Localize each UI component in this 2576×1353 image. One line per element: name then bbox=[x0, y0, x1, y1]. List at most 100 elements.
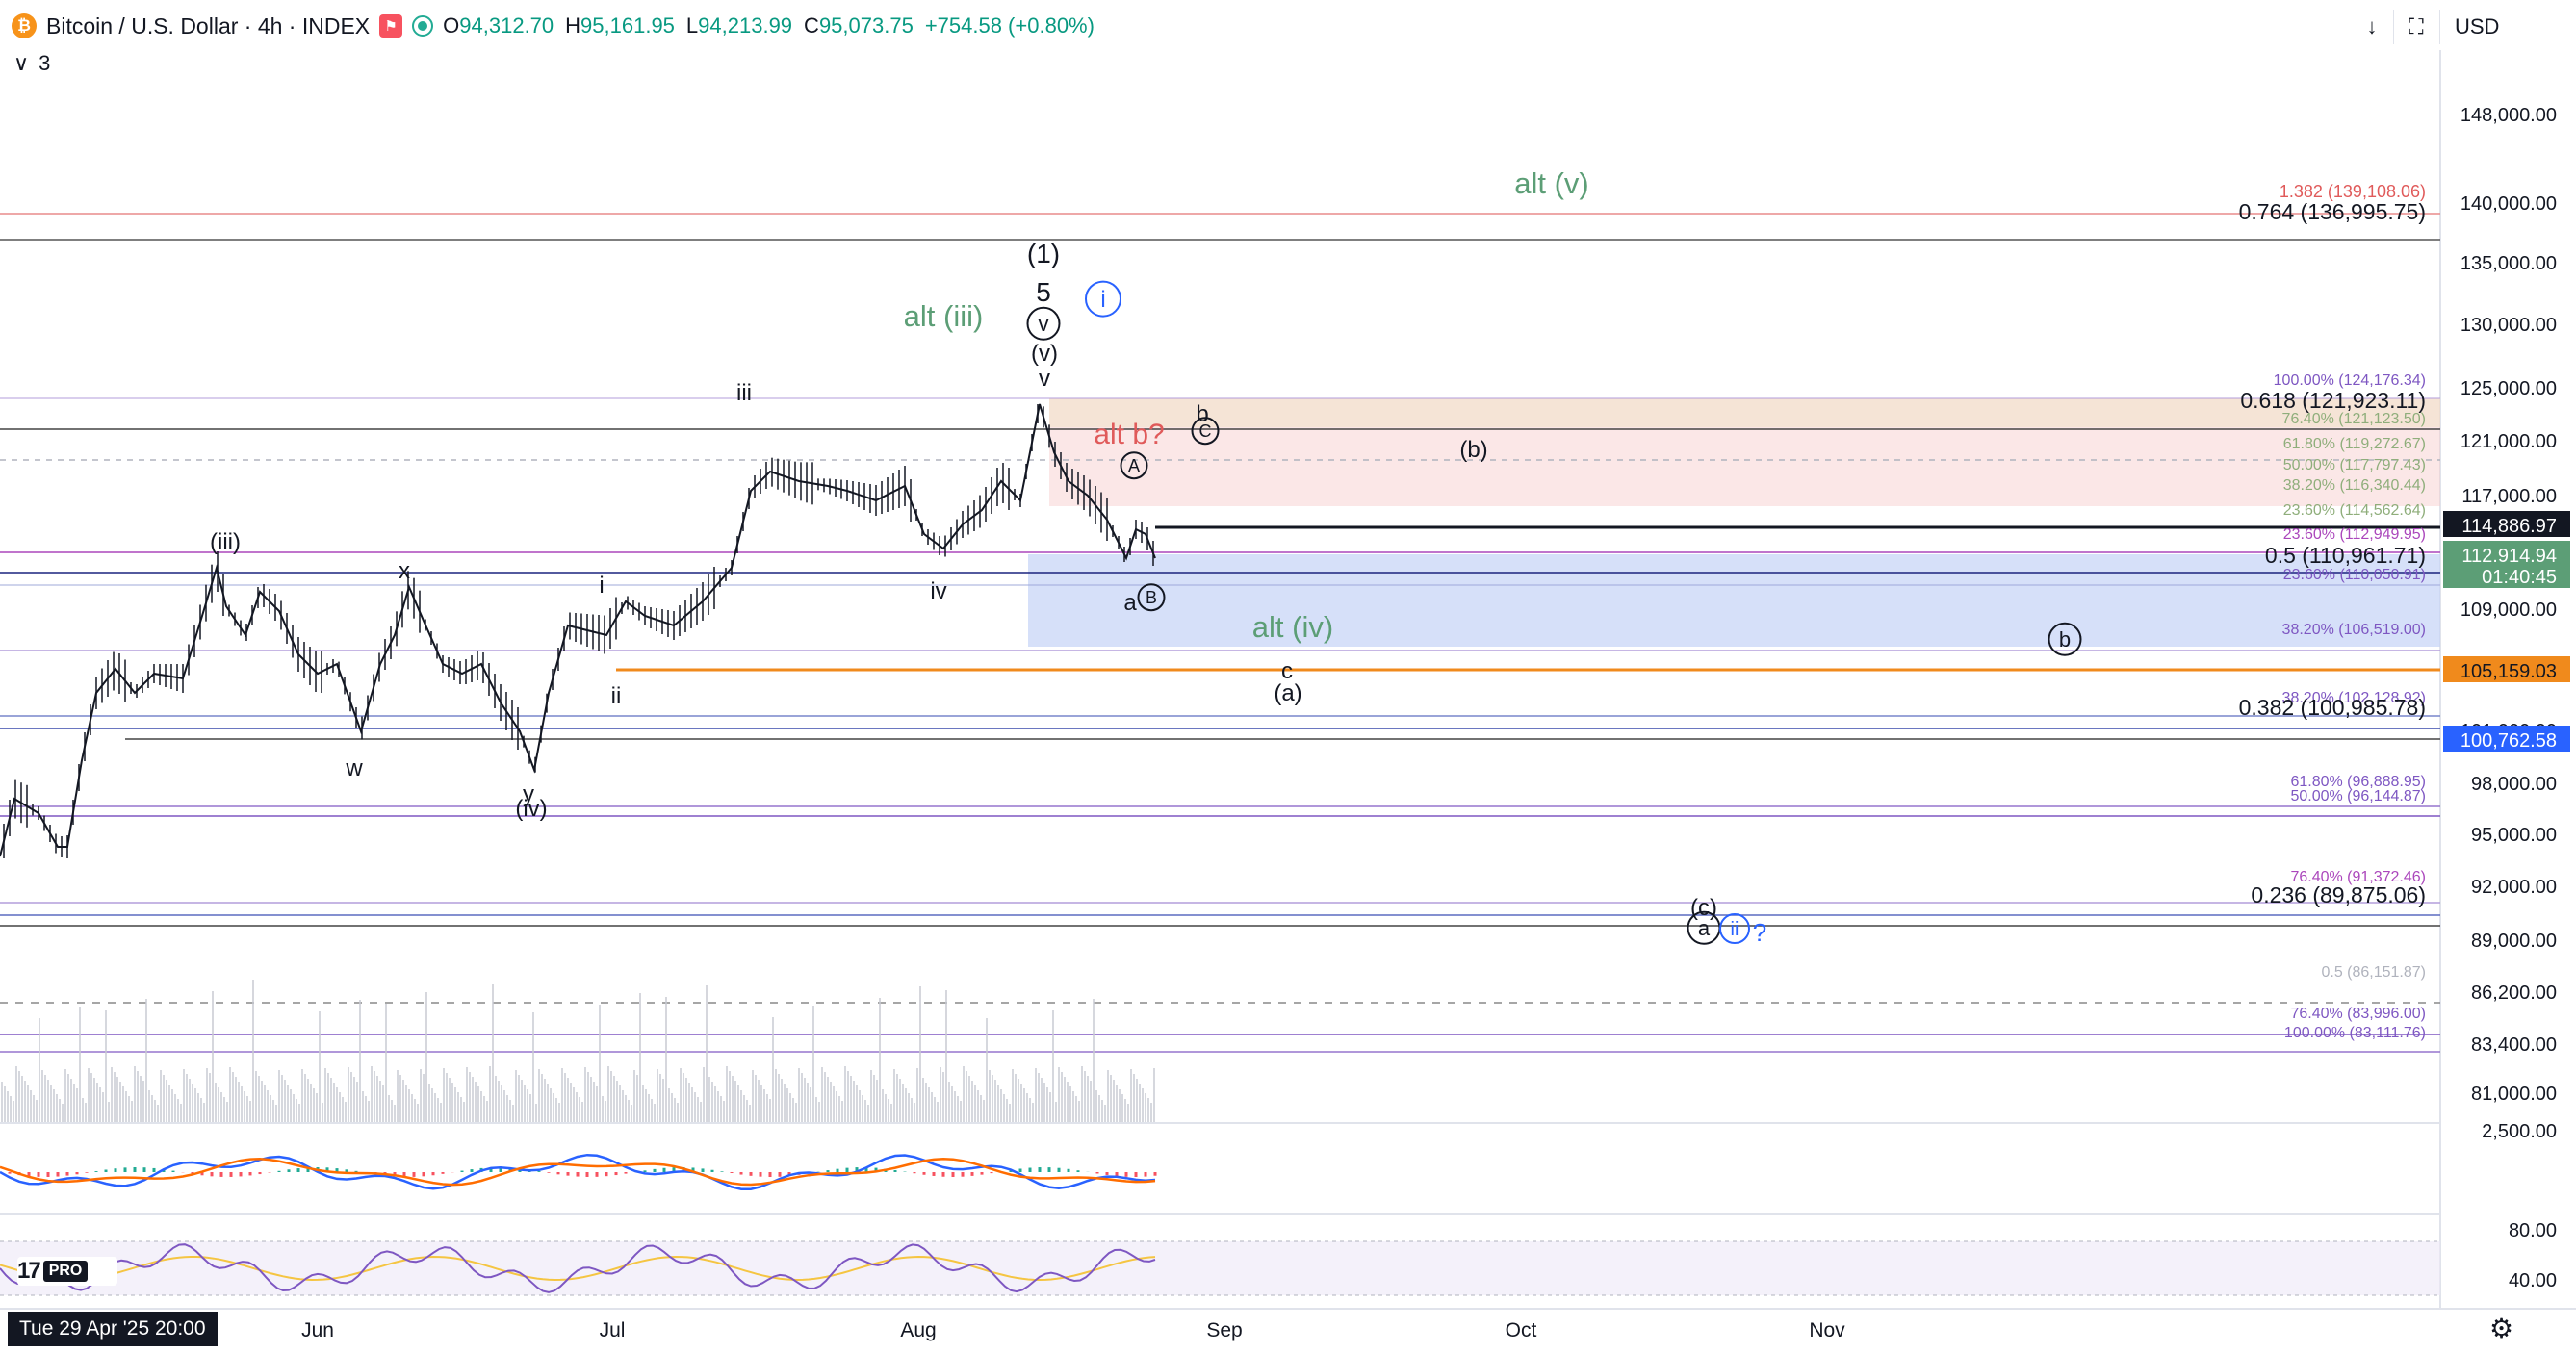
low-value: 94,213.99 bbox=[698, 13, 793, 38]
wave-label-circle bbox=[2048, 622, 2082, 656]
wave-label-circle bbox=[1120, 451, 1148, 480]
fib-level-label: 38.20% (106,519.00) bbox=[2282, 622, 2426, 638]
wave-label-circ-B: B bbox=[1146, 588, 1157, 607]
symbol-legend[interactable]: ₿ Bitcoin / U.S. Dollar · 4h · INDEX ⚑ O… bbox=[12, 12, 1106, 40]
time-tick-label: Nov bbox=[1809, 1319, 1845, 1341]
price-line bbox=[0, 403, 1156, 857]
toolbar-divider bbox=[2393, 10, 2394, 44]
wave-label-circle bbox=[1137, 583, 1166, 612]
download-icon[interactable]: ↓ bbox=[2366, 14, 2378, 38]
price-tag-label: 114,886.97 bbox=[2461, 516, 2557, 537]
fib-lines bbox=[0, 213, 2440, 1053]
time-tick-label: Sep bbox=[1206, 1319, 1242, 1341]
wave-label-circ-v: v bbox=[1039, 312, 1049, 336]
status-dot-icon bbox=[412, 15, 434, 37]
wave-label-x: x bbox=[399, 558, 410, 584]
macd-line bbox=[0, 1153, 1156, 1190]
wave-label-iv-small: iv bbox=[930, 578, 946, 604]
wave-label-circ-i: i bbox=[1100, 287, 1105, 313]
fib-level-label: 61.80% (119,272.67) bbox=[2283, 436, 2426, 452]
macd-signal-line bbox=[0, 1158, 1156, 1187]
logo-pro-badge: PRO bbox=[42, 1261, 89, 1282]
wave-label-circle bbox=[1191, 417, 1220, 446]
wave-label-circle bbox=[1026, 306, 1061, 341]
fib-level-label: 38.20% (102,128.92) bbox=[2282, 690, 2426, 706]
time-tick-label: Oct bbox=[1506, 1319, 1537, 1341]
wave-label-w1: (1) bbox=[1027, 239, 1060, 268]
fullscreen-icon[interactable]: ⛶ bbox=[2409, 14, 2424, 38]
alt-b-upper-zone bbox=[1049, 398, 2440, 427]
wave-label-circ-c: C bbox=[1199, 421, 1212, 441]
wave-label-paren-iv: (iv) bbox=[515, 796, 547, 822]
wave-label-b-small: b bbox=[1196, 401, 1208, 427]
high-label: H bbox=[565, 13, 581, 38]
wave-label-paren-v: (v) bbox=[1031, 341, 1058, 367]
price-tick-label: 2,500.00 bbox=[2482, 1121, 2557, 1142]
open-value: 94,312.70 bbox=[459, 13, 554, 38]
wave-label-circle bbox=[1085, 280, 1121, 318]
price-tag-label: 100,762.58 bbox=[2460, 730, 2557, 752]
time-tick-label: Jun bbox=[301, 1319, 334, 1341]
volume-bars bbox=[1, 980, 1155, 1122]
fib-level-label: 76.40% (121,123.50) bbox=[2282, 411, 2426, 427]
high-value: 95,161.95 bbox=[580, 13, 675, 38]
price-bars bbox=[0, 403, 1156, 858]
price-tag-label: 112,914.94 bbox=[2461, 546, 2557, 567]
price-tick-label: 109,000.00 bbox=[2460, 600, 2557, 621]
fib-level-label: 76.40% (91,372.46) bbox=[2290, 869, 2426, 885]
price-tick-label: 86,200.00 bbox=[2471, 983, 2557, 1004]
wave-label-ii-small: ii bbox=[611, 683, 622, 709]
price-tick-label: 81,000.00 bbox=[2471, 1084, 2557, 1105]
change-value: +754.58 (+0.80%) bbox=[924, 13, 1095, 38]
fib-level-label: 0.382 (100,985.78) bbox=[2239, 695, 2426, 720]
wave-label-alt-b: alt b? bbox=[1094, 419, 1164, 450]
wave-label-c-small: c bbox=[1281, 658, 1293, 684]
wave-label-alt-iv: alt (iv) bbox=[1252, 610, 1333, 644]
gear-icon[interactable]: ⚙ bbox=[2489, 1314, 2514, 1343]
fib-level-label: 100.00% (83,111.76) bbox=[2284, 1025, 2426, 1041]
wave-label-circ-a: a bbox=[1698, 916, 1711, 940]
price-tag-bg bbox=[2443, 656, 2570, 682]
wave-label-alt-iii: alt (iii) bbox=[904, 299, 984, 333]
wave-label-circle bbox=[1719, 913, 1750, 944]
price-axis: 148,000.00 140,000.00 135,000.00 130,000.00… bbox=[2460, 105, 2557, 1291]
macd-pane bbox=[0, 1153, 1157, 1190]
logo-mark: 17 bbox=[17, 1258, 41, 1284]
fib-level-label: 76.40% (83,996.00) bbox=[2290, 1006, 2426, 1022]
price-tick-label: 117,000.00 bbox=[2461, 486, 2557, 507]
currency-select[interactable]: USD bbox=[2443, 10, 2568, 44]
price-tick-label: 148,000.00 bbox=[2460, 105, 2557, 126]
fib-level-label: 50.00% (117,797.43) bbox=[2283, 457, 2426, 473]
chart-header: ₿ Bitcoin / U.S. Dollar · 4h · INDEX ⚑ O… bbox=[0, 0, 2576, 75]
wave-label-w: w bbox=[345, 755, 363, 781]
rsi-line bbox=[0, 1243, 1156, 1293]
price-tag-label: 105,159.03 bbox=[2460, 661, 2557, 682]
close-label: C bbox=[804, 13, 819, 38]
rsi-ma-line bbox=[0, 1255, 1156, 1282]
fib-level-label: 38.20% (116,340.44) bbox=[2283, 477, 2426, 494]
toolbar-divider bbox=[2439, 10, 2440, 44]
fib-level-label: 50.00% (96,144.87) bbox=[2290, 788, 2426, 804]
currency-label[interactable]: USD bbox=[2455, 14, 2500, 38]
wave-label-paren-b: (b) bbox=[1459, 437, 1487, 463]
symbol-title[interactable]: Bitcoin / U.S. Dollar · 4h · INDEX bbox=[46, 13, 371, 38]
wave-label-circ-ii: ii bbox=[1731, 919, 1739, 940]
fib-level-label: 0.236 (89,875.06) bbox=[2251, 882, 2426, 907]
indicator-legend-toggle[interactable]: ∨ 3 bbox=[13, 48, 62, 79]
flag-icon[interactable]: ⚑ bbox=[379, 14, 403, 38]
price-tag-bg bbox=[2443, 726, 2570, 752]
fib-level-label: 23.60% (114,562.64) bbox=[2283, 502, 2426, 519]
price-tick-label: 130,000.00 bbox=[2460, 315, 2557, 336]
fib-level-label: 1.382 (139,108.06) bbox=[2280, 182, 2426, 201]
wave-label-circ-b: b bbox=[2059, 627, 2071, 651]
fib-level-label: 23.60% (112,949.95) bbox=[2283, 526, 2426, 543]
price-tick-label: 125,000.00 bbox=[2460, 378, 2557, 399]
wave-label-paren-iii: (iii) bbox=[210, 529, 241, 555]
price-tick-label: 140,000.00 bbox=[2460, 193, 2557, 215]
price-tick-label: 40.00 bbox=[2509, 1270, 2557, 1291]
chevron-down-icon[interactable]: ∨ bbox=[13, 51, 30, 75]
wave-label-alt-v: alt (v) bbox=[1514, 166, 1589, 200]
time-axis: Jun Jul Aug Sep Oct Nov bbox=[301, 1319, 1845, 1341]
